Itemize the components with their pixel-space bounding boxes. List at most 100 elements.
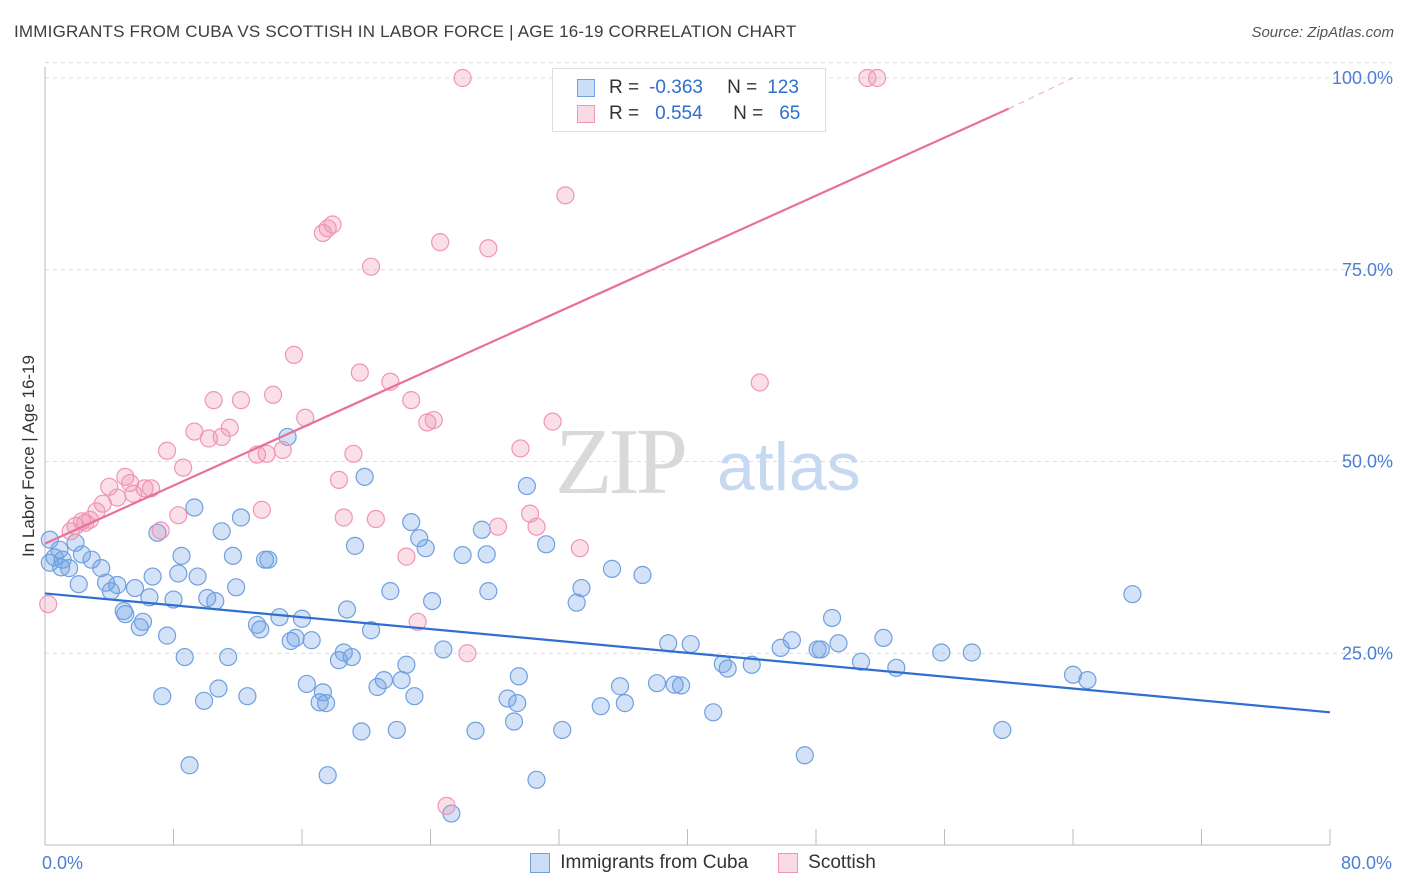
scottish-point (479, 239, 498, 258)
stats-row-cuba: R = -0.363 N = 123 (577, 75, 799, 101)
cuba-swatch (577, 79, 595, 97)
r-label: R = (609, 103, 640, 124)
cuba-point (69, 575, 88, 594)
scottish-point (231, 391, 251, 410)
scottish-point (867, 68, 887, 88)
scottish-point (273, 440, 292, 460)
legend-item-scottish[interactable]: Scottish (778, 852, 876, 874)
scottish-point (157, 441, 177, 460)
cuba-point (822, 608, 842, 628)
cuba-point (169, 564, 188, 583)
scottish-point (750, 373, 769, 392)
scottish-point (220, 418, 239, 437)
cuba-point (392, 670, 411, 690)
r-label: R = (609, 77, 640, 98)
cuba-trend-line (44, 592, 1331, 714)
cuba-point (286, 628, 305, 648)
legend-swatch-scottish (778, 853, 799, 873)
cuba-point (795, 746, 814, 765)
cuba-point (374, 670, 394, 690)
cuba-point (164, 590, 183, 609)
cuba-point (108, 575, 127, 595)
y-tick-label: 75.0% (1342, 260, 1393, 280)
cuba-point (993, 720, 1012, 740)
cuba-point (517, 476, 536, 496)
scottish-point (263, 385, 283, 404)
cuba-point (410, 529, 429, 548)
scottish-point (39, 595, 58, 614)
cuba-point (310, 693, 329, 712)
axes (44, 67, 1331, 846)
cuba-point (671, 676, 691, 695)
scottish-point (151, 521, 170, 540)
scottish-point (424, 410, 443, 430)
cuba-point (133, 612, 153, 631)
legend-label-scottish: Scottish (808, 852, 876, 873)
scottish-point (402, 391, 421, 410)
cuba-point (665, 675, 684, 694)
cuba-point (553, 720, 572, 740)
scottish-point (350, 363, 369, 382)
grid (45, 62, 1392, 654)
scottish-point (408, 612, 427, 631)
cuba-point (251, 620, 270, 639)
cuba-point (423, 591, 442, 611)
scottish-swatch (577, 105, 595, 123)
cuba-point (72, 545, 92, 564)
scottish-point (323, 215, 342, 234)
cuba-point (829, 634, 848, 653)
cuba-point (381, 582, 400, 601)
data-points (39, 68, 1142, 823)
cuba-point (238, 687, 257, 706)
legend-item-cuba[interactable]: Immigrants from Cuba (530, 852, 748, 874)
cuba-point (125, 578, 145, 598)
trend-lines (44, 77, 1331, 714)
scottish-point (431, 233, 450, 252)
cuba-point (153, 687, 172, 706)
cuba-point (342, 647, 361, 667)
y-tick-label: 50.0% (1342, 452, 1393, 472)
scottish-point (185, 422, 204, 441)
cuba-point (647, 674, 667, 693)
scottish-point (204, 391, 223, 410)
scottish-point (858, 68, 877, 88)
cuba-point (591, 697, 610, 716)
scottish-point (527, 517, 546, 536)
cuba-point (1123, 585, 1142, 604)
r-value: -0.363 (649, 77, 703, 98)
cuba-point (130, 618, 149, 637)
cuba-point (209, 679, 228, 698)
scottish-point (329, 470, 349, 490)
cuba-point (402, 512, 421, 532)
cuba-point (223, 546, 243, 565)
watermark-zip: ZIP (555, 410, 685, 514)
scottish-point (437, 796, 456, 815)
cuba-point (874, 628, 893, 648)
cuba-point (453, 545, 472, 565)
stats-row-scottish: R = 0.554 N = 65 (577, 101, 800, 127)
cuba-point (212, 522, 231, 541)
cuba-point (302, 631, 321, 650)
cuba-point (175, 647, 194, 667)
x-tick-label-max: 80.0% (1341, 853, 1392, 873)
scottish-point (141, 479, 161, 498)
cuba-point (509, 667, 528, 686)
cuba-point (479, 582, 498, 601)
scottish-point (344, 444, 363, 463)
cuba-point (345, 536, 365, 555)
cuba-point (337, 600, 357, 619)
legend-label-cuba: Immigrants from Cuba (560, 852, 749, 873)
cuba-point (704, 703, 723, 722)
cuba-point (116, 605, 135, 624)
cuba-point (498, 689, 517, 708)
cuba-point (361, 621, 381, 640)
cuba-point (219, 647, 238, 667)
cuba-point (962, 643, 981, 662)
scottish-point (361, 257, 381, 276)
cuba-point (143, 567, 162, 586)
scottish-point (252, 500, 271, 519)
cuba-point (148, 523, 167, 542)
cuba-point (96, 573, 116, 592)
cuba-point (114, 601, 133, 621)
